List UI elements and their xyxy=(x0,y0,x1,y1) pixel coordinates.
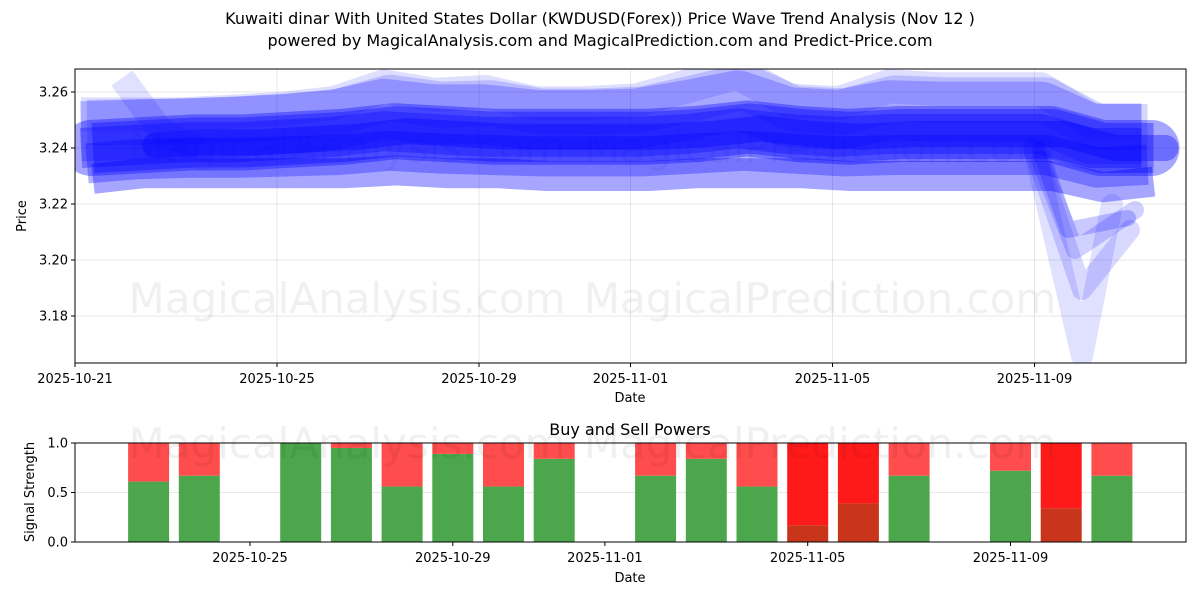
signal-bar xyxy=(330,443,372,542)
watermark-left: MagicalAnalysis.com xyxy=(129,274,566,323)
chart-subtitle: powered by MagicalAnalysis.com and Magic… xyxy=(267,31,933,50)
watermark-left-upper: MagicalAnalysis.com xyxy=(129,123,566,172)
price-y-label: Price xyxy=(15,200,30,232)
buy-segment xyxy=(128,481,170,542)
chart-title: Kuwaiti dinar With United States Dollar … xyxy=(225,9,975,28)
sell-segment xyxy=(888,443,930,476)
buy-segment xyxy=(787,525,829,542)
buy-segment xyxy=(736,486,778,542)
x-tick-label: 2025-11-05 xyxy=(770,551,846,566)
signal-bar xyxy=(533,443,575,542)
y-tick-label: 1.0 xyxy=(47,437,68,452)
signal-bar xyxy=(128,443,170,542)
y-tick-label: 3.20 xyxy=(39,254,68,269)
price-y-ticks: 3.18 3.20 3.22 3.24 3.26 xyxy=(39,86,75,325)
price-x-ticks: 2025-10-21 2025-10-25 2025-10-29 2025-11-01… xyxy=(37,363,1072,387)
buy-segment xyxy=(888,475,930,542)
y-tick-label: 3.22 xyxy=(39,198,68,213)
buy-segment xyxy=(330,447,372,542)
signal-title: Buy and Sell Powers xyxy=(549,420,711,439)
sell-segment xyxy=(1040,443,1082,509)
y-tick-label: 0.5 xyxy=(47,486,68,501)
signal-bar xyxy=(1091,443,1133,542)
signal-bar xyxy=(280,443,322,542)
sell-segment xyxy=(128,443,170,482)
signal-bar xyxy=(432,443,474,542)
buy-segment xyxy=(685,458,727,542)
buy-segment xyxy=(432,453,474,542)
sell-segment xyxy=(1091,443,1133,476)
x-tick-label: 2025-11-09 xyxy=(973,551,1049,566)
sell-segment xyxy=(990,443,1031,471)
sell-segment xyxy=(837,443,879,504)
y-tick-label: 3.18 xyxy=(39,310,68,325)
buy-segment xyxy=(178,475,220,542)
signal-bar xyxy=(837,443,879,542)
signal-x-label: Date xyxy=(614,571,645,586)
sell-segment xyxy=(381,443,423,487)
sell-segment xyxy=(787,443,829,526)
sell-segment xyxy=(178,443,220,476)
signal-bar xyxy=(1040,443,1082,542)
sell-segment xyxy=(533,443,575,459)
y-tick-label: 0.0 xyxy=(47,536,68,551)
buy-segment xyxy=(280,443,322,542)
signal-bar xyxy=(483,443,524,542)
buy-segment xyxy=(1091,475,1133,542)
signal-bar xyxy=(685,443,727,542)
buy-segment xyxy=(483,486,524,542)
buy-segment xyxy=(635,475,677,542)
x-tick-label: 2025-11-01 xyxy=(593,372,669,387)
price-x-label: Date xyxy=(614,391,645,406)
x-tick-label: 2025-10-25 xyxy=(239,372,315,387)
signal-bar xyxy=(736,443,778,542)
buy-segment xyxy=(533,458,575,542)
sell-segment xyxy=(736,443,778,487)
signal-x-ticks: 2025-10-25 2025-10-29 2025-11-01 2025-11-05… xyxy=(212,542,1048,566)
x-tick-label: 2025-11-05 xyxy=(795,372,871,387)
signal-y-label: Signal Strength xyxy=(23,442,38,542)
sell-segment xyxy=(432,443,474,454)
sell-segment xyxy=(635,443,677,476)
y-tick-label: 3.24 xyxy=(39,142,68,157)
signal-y-ticks: 0.0 0.5 1.0 xyxy=(47,437,75,551)
signal-bar xyxy=(787,443,829,542)
price-gridlines xyxy=(74,69,1186,363)
signal-bars xyxy=(128,443,1133,542)
signal-bar xyxy=(888,443,930,542)
x-tick-label: 2025-10-29 xyxy=(415,551,491,566)
price-plot: MagicalAnalysis.com MagicalPrediction.co… xyxy=(15,68,1187,406)
signal-bar xyxy=(635,443,677,542)
price-waves xyxy=(75,69,1180,363)
buy-segment xyxy=(837,503,879,542)
buy-segment xyxy=(1040,508,1082,542)
buy-segment xyxy=(381,486,423,542)
x-tick-label: 2025-10-25 xyxy=(212,551,288,566)
signal-bar xyxy=(381,443,423,542)
x-tick-label: 2025-10-21 xyxy=(37,372,113,387)
watermark-right: MagicalPrediction.com xyxy=(584,274,1057,323)
price-watermark: MagicalAnalysis.com MagicalPrediction.co… xyxy=(129,123,1057,323)
signal-plot: Buy and Sell Powers MagicalAnalysis.com … xyxy=(23,419,1187,586)
sell-segment xyxy=(330,443,372,448)
signal-bar xyxy=(178,443,220,542)
buy-segment xyxy=(990,470,1031,542)
watermark-right-upper: MagicalPrediction.com xyxy=(584,123,1057,172)
sell-segment xyxy=(483,443,524,487)
x-tick-label: 2025-10-29 xyxy=(441,372,517,387)
sell-segment xyxy=(685,443,727,459)
signal-bar xyxy=(990,443,1031,542)
x-tick-label: 2025-11-01 xyxy=(567,551,643,566)
x-tick-label: 2025-11-09 xyxy=(997,372,1073,387)
y-tick-label: 3.26 xyxy=(39,86,68,101)
